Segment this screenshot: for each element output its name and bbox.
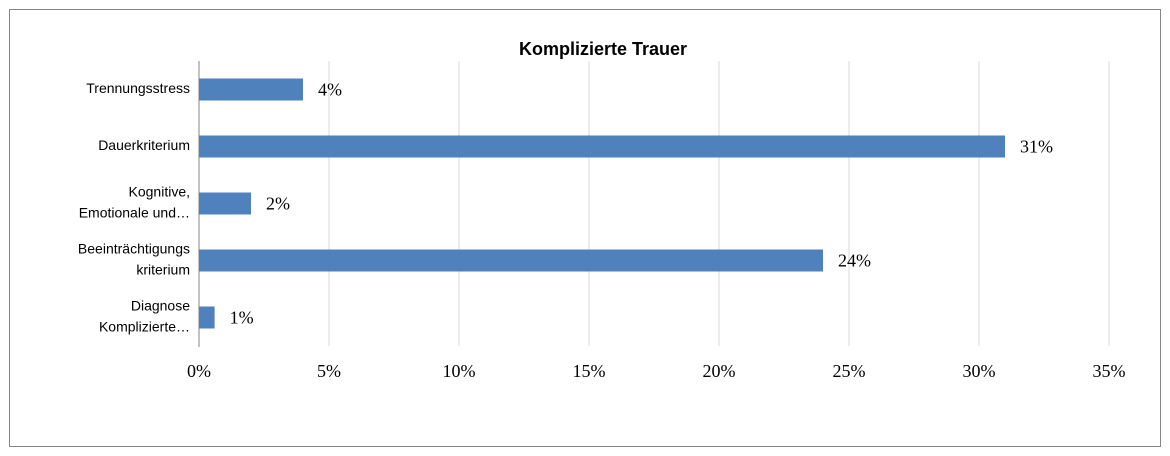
x-tick-label: 20% <box>703 361 736 381</box>
y-tick-label: Diagnose <box>131 298 190 314</box>
x-tick-label: 15% <box>573 361 606 381</box>
y-tick-label: Komplizierte… <box>99 319 190 335</box>
data-label: 1% <box>230 308 254 328</box>
y-tick-label: Beeinträchtigungs <box>78 241 190 257</box>
y-tick-label: Kognitive, <box>129 184 190 200</box>
data-label: 24% <box>838 251 871 271</box>
x-tick-label: 30% <box>963 361 996 381</box>
y-tick-label: Emotionale und… <box>79 205 190 221</box>
y-tick-label: kriterium <box>136 262 190 278</box>
data-label: 31% <box>1020 137 1053 157</box>
x-tick-label: 25% <box>833 361 866 381</box>
y-tick-label: Trennungsstress <box>86 80 190 96</box>
bar <box>199 306 215 329</box>
y-tick-label: Dauerkriterium <box>98 137 190 153</box>
data-label: 2% <box>266 194 290 214</box>
x-tick-label: 10% <box>443 361 476 381</box>
bar <box>199 249 823 272</box>
x-tick-label: 35% <box>1093 361 1126 381</box>
chart-title: Komplizierte Trauer <box>519 39 687 59</box>
bar <box>199 192 251 215</box>
x-tick-label: 5% <box>317 361 341 381</box>
bar <box>199 78 303 101</box>
x-tick-label: 0% <box>187 361 211 381</box>
bar <box>199 135 1005 158</box>
data-label: 4% <box>318 80 342 100</box>
